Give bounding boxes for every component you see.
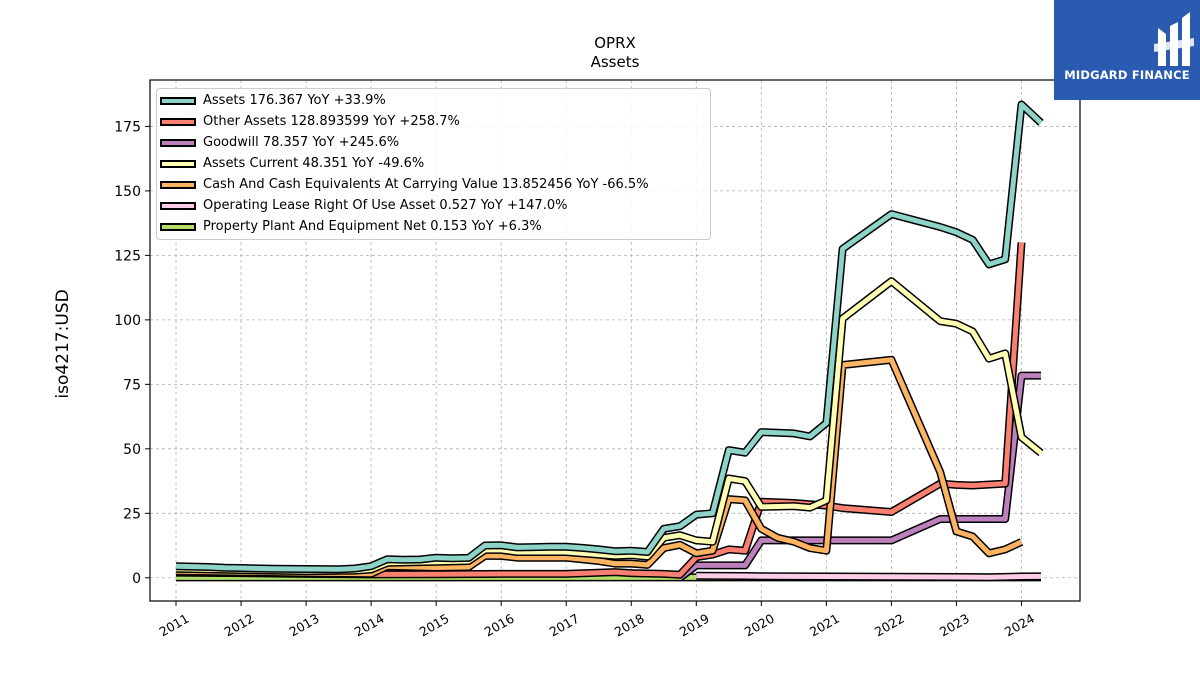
series-line — [175, 357, 1023, 577]
logo-text: MIDGARD FINANCE — [1064, 68, 1190, 82]
legend-item: Property Plant And Equipment Net 0.153 Y… — [157, 217, 710, 238]
x-tick-label: 2015 — [417, 611, 452, 640]
x-tick-label: 2017 — [547, 611, 582, 640]
legend-label: Goodwill 78.357 YoY +245.6% — [203, 135, 400, 150]
legend-item: Assets 176.367 YoY +33.9% — [157, 91, 710, 112]
y-tick-label: 175 — [114, 119, 141, 135]
legend-label: Property Plant And Equipment Net 0.153 Y… — [203, 219, 542, 234]
series-line — [175, 242, 1024, 578]
legend-swatch — [160, 118, 196, 126]
y-tick-label: 50 — [123, 442, 141, 458]
x-tick-label: 2013 — [287, 611, 322, 640]
legend-item: Operating Lease Right Of Use Asset 0.527… — [157, 196, 710, 217]
logo-mark-icon — [1154, 12, 1194, 66]
y-axis-label: iso4217:USD — [53, 289, 73, 398]
x-tick-label: 2011 — [156, 611, 191, 640]
plot-area-frame — [149, 79, 1081, 602]
y-tick-label: 75 — [123, 377, 141, 393]
y-tick-label: 125 — [114, 248, 141, 264]
series-line — [678, 373, 1041, 580]
legend-label: Operating Lease Right Of Use Asset 0.527… — [203, 198, 568, 213]
y-tick-label: 0 — [132, 571, 141, 587]
x-tick-label: 2018 — [612, 611, 647, 640]
series-outline — [175, 242, 1026, 579]
legend-swatch — [160, 223, 196, 231]
legend-swatch — [160, 139, 196, 147]
y-tick-label: 100 — [114, 313, 141, 329]
legend-swatch — [160, 202, 196, 210]
legend: Assets 176.367 YoY +33.9% Other Assets 12… — [156, 88, 711, 240]
x-tick-label: 2023 — [937, 611, 972, 640]
series-line — [696, 573, 1042, 580]
legend-label: Cash And Cash Equivalents At Carrying Va… — [203, 177, 649, 192]
legend-swatch — [160, 97, 196, 105]
chart-title: OPRX — [594, 34, 636, 52]
legend-label: Assets 176.367 YoY +33.9% — [203, 93, 386, 108]
x-tick-label: 2016 — [482, 611, 517, 640]
x-tick-label: 2012 — [221, 611, 256, 640]
x-tick-label: 2021 — [807, 611, 842, 640]
x-tick-label: 2022 — [872, 611, 907, 640]
y-tick-label: 150 — [114, 184, 141, 200]
legend-label: Other Assets 128.893599 YoY +258.7% — [203, 114, 460, 129]
legend-item: Assets Current 48.351 YoY -49.6% — [157, 154, 710, 175]
legend-label: Assets Current 48.351 YoY -49.6% — [203, 156, 425, 171]
legend-item: Goodwill 78.357 YoY +245.6% — [157, 133, 710, 154]
y-tick-label: 25 — [123, 506, 141, 522]
legend-swatch — [160, 160, 196, 168]
legend-item: Other Assets 128.893599 YoY +258.7% — [157, 112, 710, 133]
x-tick-label: 2014 — [352, 611, 387, 640]
x-tick-label: 2020 — [742, 611, 777, 640]
legend-swatch — [160, 181, 196, 189]
x-tick-label: 2019 — [677, 611, 712, 640]
series-line — [175, 102, 1043, 572]
chart-subtitle: Assets — [591, 53, 640, 71]
x-tick-label: 2024 — [1002, 611, 1037, 640]
legend-item: Cash And Cash Equivalents At Carrying Va… — [157, 175, 710, 196]
logo: MIDGARD FINANCE — [1054, 0, 1200, 100]
